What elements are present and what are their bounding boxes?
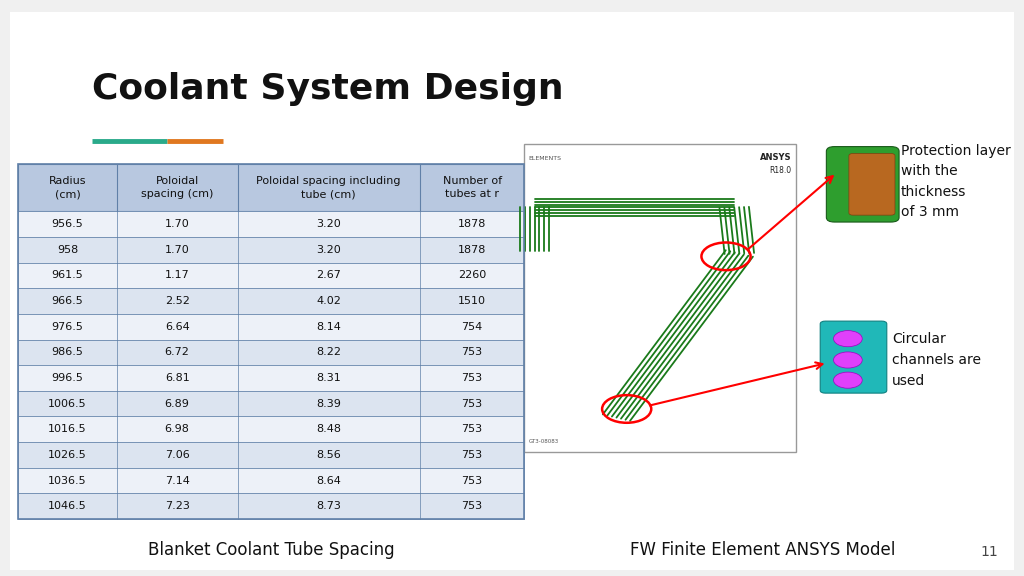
Text: 6.72: 6.72 [165,347,189,357]
Text: 8.64: 8.64 [316,476,341,486]
Text: 2260: 2260 [458,271,486,281]
Text: ANSYS: ANSYS [760,153,792,162]
Text: 753: 753 [462,501,482,511]
Bar [18,263,524,288]
Text: 754: 754 [462,322,482,332]
Text: 8.48: 8.48 [316,425,341,434]
Text: 966.5: 966.5 [51,296,84,306]
Text: Coolant System Design: Coolant System Design [92,72,564,107]
Text: 986.5: 986.5 [51,347,84,357]
Text: 753: 753 [462,399,482,408]
Text: 1510: 1510 [458,296,486,306]
Text: 6.81: 6.81 [165,373,189,383]
Text: 6.64: 6.64 [165,322,189,332]
Text: 753: 753 [462,373,482,383]
Text: 1.70: 1.70 [165,245,189,255]
Text: 1.70: 1.70 [165,219,189,229]
Bar [18,339,524,365]
Text: 1036.5: 1036.5 [48,476,87,486]
Bar [18,442,524,468]
Text: 1006.5: 1006.5 [48,399,87,408]
Text: 753: 753 [462,425,482,434]
Text: 2.67: 2.67 [316,271,341,281]
Text: Blanket Coolant Tube Spacing: Blanket Coolant Tube Spacing [148,541,394,559]
Text: 8.14: 8.14 [316,322,341,332]
Circle shape [834,331,862,347]
Text: 2.52: 2.52 [165,296,189,306]
Text: 956.5: 956.5 [51,219,84,229]
Text: 8.39: 8.39 [316,399,341,408]
Text: 7.06: 7.06 [165,450,189,460]
Text: GT3-08083: GT3-08083 [528,438,559,444]
Circle shape [834,352,862,368]
Text: 1026.5: 1026.5 [48,450,87,460]
Text: 7.14: 7.14 [165,476,189,486]
Bar [18,314,524,340]
Text: 8.31: 8.31 [316,373,341,383]
Text: Number of
tubes at r: Number of tubes at r [442,176,502,199]
Text: Protection layer
with the
thickness
of 3 mm: Protection layer with the thickness of 3… [901,143,1011,219]
Text: 8.56: 8.56 [316,450,341,460]
Bar [524,144,796,452]
FancyBboxPatch shape [826,147,899,222]
Text: 6.89: 6.89 [165,399,189,408]
Circle shape [834,372,862,388]
Bar [18,289,524,314]
Text: 1878: 1878 [458,245,486,255]
Text: Radius
(cm): Radius (cm) [49,176,86,199]
Text: Poloidal spacing including
tube (cm): Poloidal spacing including tube (cm) [256,176,401,199]
Text: 11: 11 [981,545,998,559]
Text: 1878: 1878 [458,219,486,229]
Text: 961.5: 961.5 [51,271,84,281]
Text: 753: 753 [462,450,482,460]
Bar [18,416,524,442]
Bar [18,391,524,416]
Text: 996.5: 996.5 [51,373,84,383]
Text: 8.22: 8.22 [316,347,341,357]
FancyBboxPatch shape [820,321,887,393]
Bar [18,211,524,237]
Text: 753: 753 [462,476,482,486]
Text: 958: 958 [57,245,78,255]
Text: 7.23: 7.23 [165,501,189,511]
Text: 6.98: 6.98 [165,425,189,434]
Text: 1016.5: 1016.5 [48,425,87,434]
Bar [18,365,524,391]
Text: 3.20: 3.20 [316,219,341,229]
FancyBboxPatch shape [10,12,1014,570]
Text: 8.73: 8.73 [316,501,341,511]
Text: ELEMENTS: ELEMENTS [528,156,561,161]
Text: 1.17: 1.17 [165,271,189,281]
Text: Poloidal
spacing (cm): Poloidal spacing (cm) [141,176,213,199]
Text: FW Finite Element ANSYS Model: FW Finite Element ANSYS Model [630,541,895,559]
Bar [18,164,524,211]
Bar [18,164,524,519]
Text: 4.02: 4.02 [316,296,341,306]
Text: 976.5: 976.5 [51,322,84,332]
Bar [18,493,524,519]
Text: 753: 753 [462,347,482,357]
Bar [18,468,524,493]
Text: 1046.5: 1046.5 [48,501,87,511]
FancyBboxPatch shape [849,153,895,215]
Text: Circular
channels are
used: Circular channels are used [892,332,981,388]
Text: 3.20: 3.20 [316,245,341,255]
Text: R18.0: R18.0 [769,166,792,175]
Bar [18,237,524,263]
